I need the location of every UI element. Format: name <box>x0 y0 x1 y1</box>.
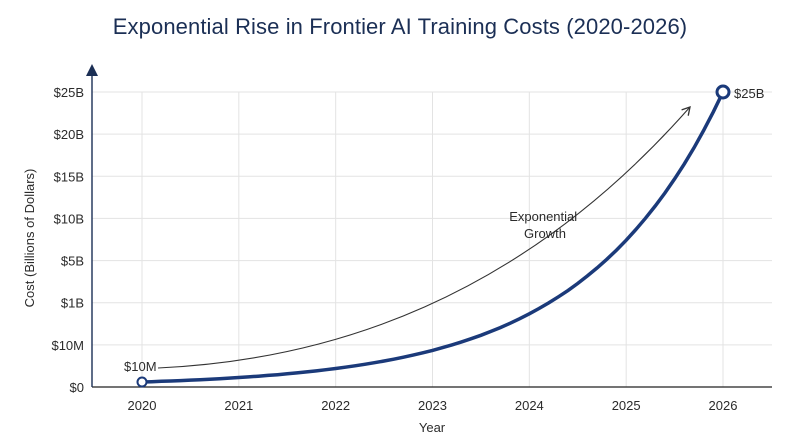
x-tick-label: 2024 <box>515 398 544 413</box>
growth-annotation-line-1: Exponential <box>509 209 577 224</box>
data-points <box>136 84 731 388</box>
series-line <box>140 90 725 384</box>
x-tick-label: 2023 <box>418 398 447 413</box>
y-tick-label: $1B <box>61 296 84 311</box>
y-tick-label: $10B <box>54 211 84 226</box>
growth-annotation: Exponential Growth <box>509 209 581 241</box>
x-axis-label: Year <box>419 420 446 435</box>
x-tick-labels: 2020 2021 2022 2023 2024 2025 2026 <box>128 398 738 413</box>
growth-arrow <box>157 106 691 369</box>
growth-annotation-line-2: Growth <box>524 226 566 241</box>
end-point-marker <box>715 84 731 100</box>
y-axis-arrowhead <box>86 64 98 76</box>
y-tick-label: $15B <box>54 169 84 184</box>
x-tick-label: 2026 <box>709 398 738 413</box>
y-tick-label: $10M <box>51 338 84 353</box>
x-tick-label: 2022 <box>321 398 350 413</box>
chart-title: Exponential Rise in Frontier AI Training… <box>112 14 688 39</box>
y-tick-label: $5B <box>61 254 84 269</box>
y-tick-label: $25B <box>54 85 84 100</box>
y-tick-labels: $0 $10M $1B $5B $10B $15B $20B $25B <box>51 85 84 395</box>
x-tick-label: 2025 <box>612 398 641 413</box>
start-point-marker <box>136 376 148 388</box>
gridlines <box>92 91 772 387</box>
start-value-label: $10M <box>124 359 157 374</box>
axes <box>86 64 772 388</box>
end-value-label: $25B <box>734 86 764 101</box>
y-tick-label: $0 <box>70 380 84 395</box>
x-tick-label: 2021 <box>224 398 253 413</box>
x-tick-label: 2020 <box>128 398 157 413</box>
y-axis-label: Cost (Billions of Dollars) <box>22 169 37 308</box>
y-tick-label: $20B <box>54 127 84 142</box>
